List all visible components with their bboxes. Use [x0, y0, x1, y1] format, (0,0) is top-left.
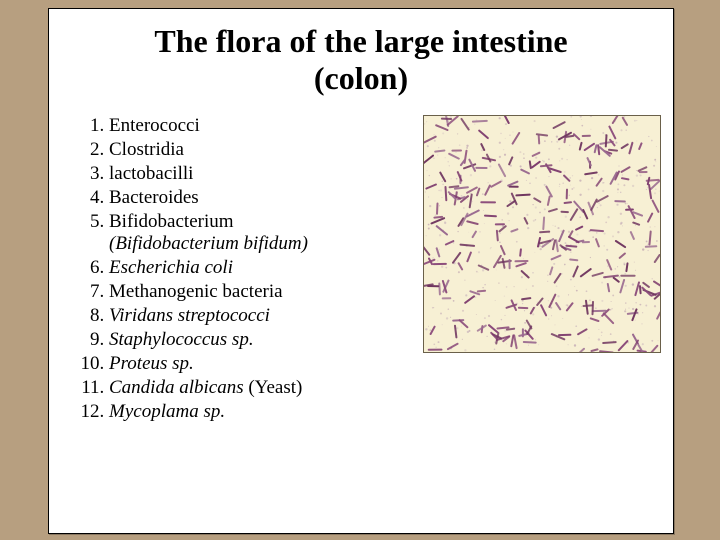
list-item: Bifidobacterium(Bifidobacterium bifidum) [109, 211, 403, 255]
list-item: Clostridia [109, 139, 403, 161]
list-item: Escherichia coli [109, 257, 403, 279]
flora-list: EnterococciClostridialactobacilliBactero… [73, 115, 403, 423]
list-item: Methanogenic bacteria [109, 281, 403, 303]
list-item: Enterococci [109, 115, 403, 137]
list-item: Staphylococcus sp. [109, 329, 403, 351]
list-item: Bacteroides [109, 187, 403, 209]
slide-title: The flora of the large intestine (colon) [49, 23, 673, 97]
list-item: Proteus sp. [109, 353, 403, 375]
list-item: Viridans streptococci [109, 305, 403, 327]
list-item: Mycoplama sp. [109, 401, 403, 423]
list-item: lactobacilli [109, 163, 403, 185]
slide-panel: The flora of the large intestine (colon)… [48, 8, 674, 534]
title-line-1: The flora of the large intestine [49, 23, 673, 60]
list-item: Candida albicans (Yeast) [109, 377, 403, 399]
flora-list-container: EnterococciClostridialactobacilliBactero… [73, 115, 403, 425]
title-line-2: (colon) [49, 60, 673, 97]
bacteria-micrograph [423, 115, 661, 353]
content-row: EnterococciClostridialactobacilliBactero… [49, 97, 673, 425]
